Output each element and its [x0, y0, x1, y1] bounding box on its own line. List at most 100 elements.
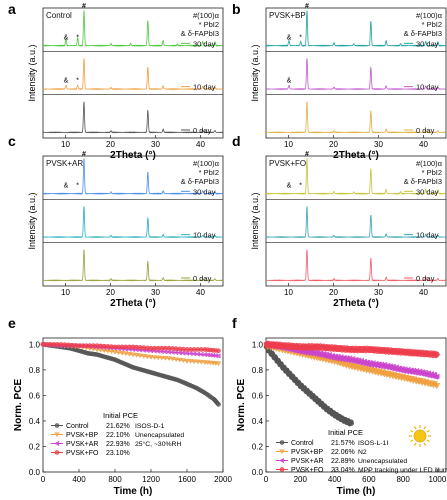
x-tick-label: 40 — [419, 140, 428, 149]
series-label: 30 day — [193, 39, 216, 48]
y-tick-label: 0.2 — [252, 442, 264, 451]
x-tick-label: 0 — [264, 475, 269, 484]
plot-frame — [42, 7, 224, 139]
peak-marker-alpha: # — [305, 151, 309, 158]
legend-entry: #(100)α — [416, 11, 443, 20]
data-point — [435, 352, 440, 357]
sun-ray — [413, 426, 417, 430]
sun-core — [413, 429, 427, 443]
y-tick-label: 0.8 — [29, 366, 41, 375]
data-point — [155, 355, 161, 361]
sun-ray — [426, 429, 430, 433]
data-point — [54, 440, 60, 447]
x-tick-label: 30 — [151, 140, 160, 149]
sun-ray — [423, 442, 427, 446]
data-point — [123, 351, 129, 357]
data-point — [144, 354, 151, 360]
annotation: Unencapsulated — [358, 458, 407, 465]
x-axis-label: 2Theta (°) — [110, 298, 156, 309]
legend-title: Initial PCE — [103, 411, 138, 420]
y-axis-label: Intensity (a.u.) — [27, 192, 37, 249]
peak-marker-pbi2: * — [76, 182, 79, 189]
legend-entry: * PbI2 — [422, 168, 442, 177]
x-tick-label: 20 — [106, 140, 115, 149]
data-point — [137, 353, 143, 359]
series-line — [265, 58, 447, 91]
panel-letter: d — [232, 133, 241, 149]
pce-panel-e: 0.0 0.2 0.4 0.6 0.8 1.0 0 400 800 1200 1600 2000 Tim… — [13, 337, 232, 497]
x-tick-label: 400 — [328, 475, 342, 484]
data-point — [112, 349, 118, 355]
legend-series-pce: 22.93% — [106, 441, 130, 448]
series-label: 0 day — [193, 274, 212, 283]
x-axis-label: Time (h) — [114, 486, 153, 497]
sun-ray — [423, 426, 427, 430]
xrd-panel-d: 30 day 10 day 0 day # *& #(100)α* PbI2& δ-FAP… — [250, 151, 447, 309]
x-tick-label: 10 — [284, 288, 293, 297]
data-point — [434, 373, 440, 379]
panel-title: PVSK+AR — [46, 159, 83, 168]
y-tick-label: 0.6 — [29, 391, 41, 400]
legend-entry: & δ-FAPbI3 — [404, 29, 442, 38]
series-label: 10 day — [193, 83, 216, 92]
plot-frame — [42, 155, 224, 287]
x-tick-label: 30 — [151, 288, 160, 297]
annotation: ISOS-L-1I — [358, 440, 388, 447]
x-tick-label: 800 — [108, 475, 122, 484]
x-axis-label: 2Theta (°) — [333, 150, 379, 161]
x-tick-label: 20 — [329, 140, 338, 149]
data-point — [279, 467, 285, 472]
legend-entry: & δ-FAPbI3 — [181, 29, 219, 38]
x-tick-label: 400 — [72, 475, 86, 484]
y-tick-label: 0.4 — [29, 417, 41, 426]
y-tick-label: 1.0 — [29, 340, 41, 349]
peak-marker-alpha: # — [82, 3, 86, 10]
panel-letter: e — [8, 315, 16, 331]
legend-series-pce: 22.06% — [331, 449, 355, 456]
data-point — [195, 359, 201, 365]
annotation: Unencapsulated — [135, 432, 184, 439]
panel-letter: c — [8, 133, 16, 149]
legend-series-name: Control — [66, 423, 89, 430]
series-line — [42, 249, 224, 282]
data-point — [349, 421, 355, 426]
plot-frame — [265, 7, 447, 139]
data-point — [133, 353, 140, 358]
data-point — [177, 357, 183, 363]
data-point — [105, 348, 111, 354]
x-tick-label: 200 — [294, 475, 308, 484]
legend-series-name: PVSK+BP — [291, 449, 323, 456]
peak-marker-pbi2: * — [299, 34, 302, 41]
peak-marker-pbi2: * — [299, 182, 302, 189]
series-label: 30 day — [193, 187, 216, 196]
series-line — [42, 10, 224, 47]
legend-entry: * PbI2 — [199, 168, 219, 177]
data-point — [148, 355, 154, 360]
annotation: MPP tracking under LED illumination — [358, 467, 447, 474]
panel-title: Control — [46, 11, 72, 20]
data-point — [159, 355, 165, 361]
legend-series-name: PVSK+AR — [291, 458, 324, 465]
legend-entry: & δ-FAPbI3 — [181, 177, 219, 186]
panel-title: PVSK+BP — [269, 11, 306, 20]
x-tick-label: 40 — [196, 288, 205, 297]
legend-entry: #(100)α — [193, 11, 220, 20]
data-point — [434, 383, 441, 388]
y-axis-label: Intensity (a.u.) — [250, 192, 260, 249]
sun-ray — [410, 439, 414, 443]
plot-frame — [42, 337, 224, 473]
y-axis-label: Norm. PCE — [13, 379, 24, 432]
data-point — [151, 355, 158, 361]
annotation: ISOS-D-1 — [135, 423, 165, 430]
y-tick-label: 0.8 — [252, 366, 264, 375]
series-line — [42, 206, 224, 239]
x-tick-label: 0 — [41, 475, 46, 484]
series-line — [265, 10, 447, 47]
y-axis-label: Norm. PCE — [236, 379, 247, 432]
legend-entry: #(100)α — [416, 159, 443, 168]
annotation: 25°C, ~30%RH — [135, 440, 181, 448]
legend-series-pce: 23.04% — [331, 467, 355, 474]
legend-title: Initial PCE — [328, 428, 363, 437]
peak-marker-pbi2: * — [76, 78, 79, 85]
